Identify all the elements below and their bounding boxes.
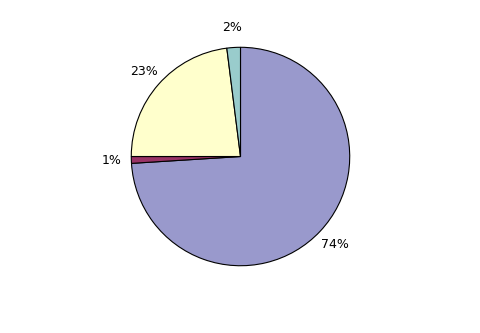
- Wedge shape: [131, 48, 240, 157]
- Text: 2%: 2%: [222, 21, 242, 34]
- Wedge shape: [131, 157, 240, 164]
- Wedge shape: [227, 47, 240, 157]
- Wedge shape: [131, 47, 349, 266]
- Text: 74%: 74%: [320, 238, 348, 251]
- Text: 23%: 23%: [130, 65, 157, 78]
- Text: 1%: 1%: [102, 154, 121, 167]
